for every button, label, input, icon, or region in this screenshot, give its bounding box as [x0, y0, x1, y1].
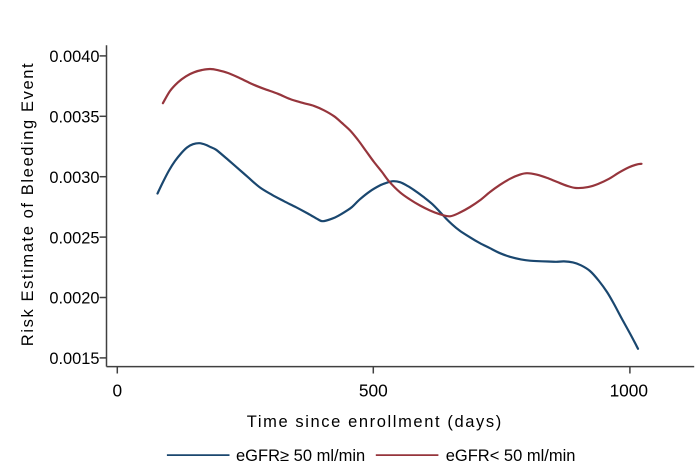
svg-text:eGFR< 50 ml/min: eGFR< 50 ml/min	[446, 447, 576, 465]
svg-text:0.0020: 0.0020	[49, 290, 99, 308]
svg-text:1000: 1000	[610, 380, 648, 400]
svg-text:eGFR≥ 50 ml/min: eGFR≥ 50 ml/min	[236, 447, 365, 465]
svg-text:0: 0	[112, 380, 122, 400]
svg-text:0.0035: 0.0035	[49, 109, 99, 127]
svg-text:Time since enrollment (days): Time since enrollment (days)	[247, 413, 503, 431]
svg-text:500: 500	[359, 380, 388, 400]
svg-text:0.0030: 0.0030	[49, 169, 99, 187]
svg-text:Risk Estimate of Bleeding Even: Risk Estimate of Bleeding Event	[19, 62, 37, 346]
svg-text:0.0040: 0.0040	[49, 48, 99, 66]
svg-text:0.0025: 0.0025	[49, 229, 99, 247]
svg-text:0.0015: 0.0015	[49, 350, 99, 368]
